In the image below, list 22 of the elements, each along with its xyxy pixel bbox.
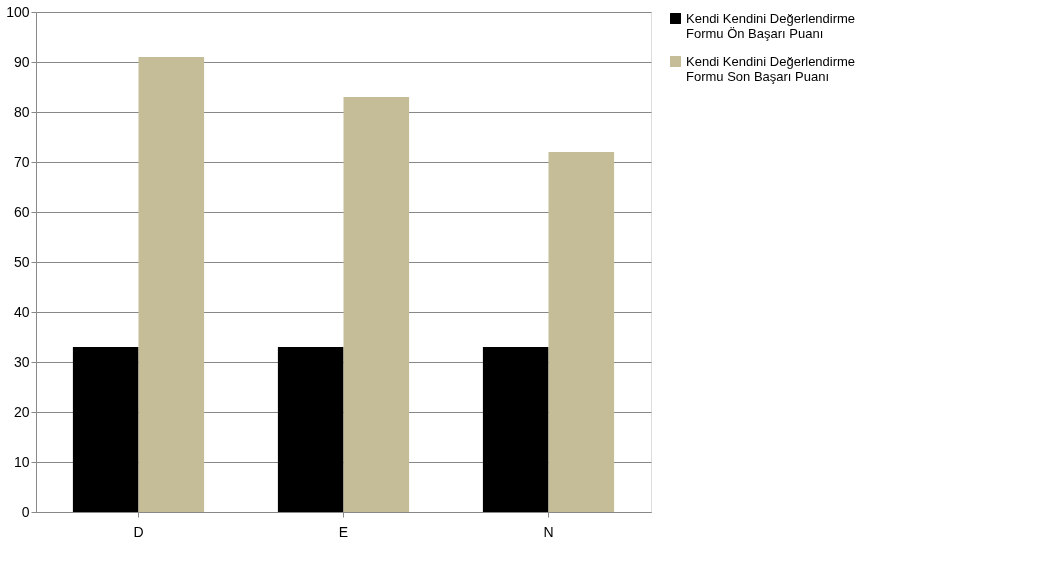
y-tick-label: 60 (13, 203, 30, 220)
y-tick-label: 90 (13, 53, 30, 70)
bar (277, 347, 344, 512)
y-tick-label: 100 (6, 3, 30, 20)
y-tick-label: 10 (13, 453, 30, 470)
y-tick-label: 50 (13, 253, 30, 270)
y-tick-label: 30 (13, 353, 30, 370)
legend-label: Kendi Kendini Değerlendirme Formu Son Başarı Puanı (686, 53, 856, 84)
x-tick-label: N (543, 523, 554, 540)
bar (343, 97, 410, 512)
bar (72, 347, 139, 512)
y-tick-label: 70 (13, 153, 30, 170)
legend-label: Kendi Kendini Değerlendirme Formu Ön Başarı Puanı (686, 10, 856, 41)
y-tick-label: 0 (21, 503, 30, 520)
y-tick-label: 20 (13, 403, 30, 420)
y-tick-label: 80 (13, 103, 30, 120)
x-tick-label: E (338, 523, 349, 540)
y-tick-label: 40 (13, 303, 30, 320)
x-tick-label: D (133, 523, 144, 540)
bar (482, 347, 549, 512)
bar (548, 152, 615, 512)
bar (138, 57, 205, 512)
